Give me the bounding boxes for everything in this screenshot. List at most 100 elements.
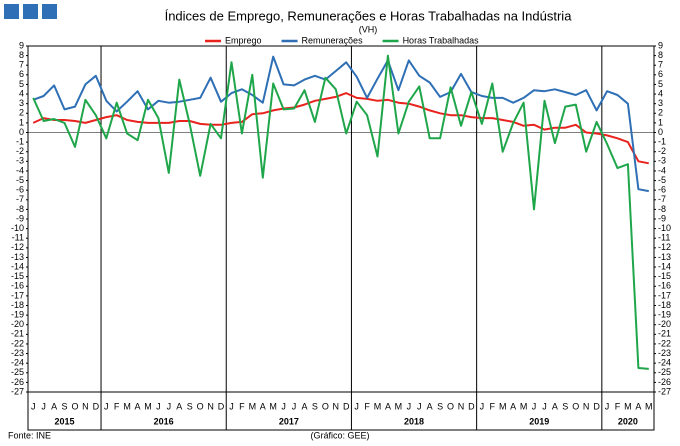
y2-tick-label: -17 xyxy=(658,290,671,300)
y-tick-label: -25 xyxy=(11,367,24,377)
x-tick-label: A xyxy=(427,401,433,411)
x-tick-label: N xyxy=(82,401,89,411)
y2-tick-label: 9 xyxy=(658,40,663,50)
logo-square xyxy=(23,4,38,19)
x-tick-label: A xyxy=(176,401,182,411)
y2-tick-label: -13 xyxy=(658,252,671,262)
y-tick-label: -26 xyxy=(11,377,24,387)
y-tick-label: -23 xyxy=(11,348,24,358)
legend-label: Horas Trabalhadas xyxy=(403,35,480,45)
x-tick-label: M xyxy=(499,401,507,411)
y-tick-label: -22 xyxy=(11,338,24,348)
x-tick-label: S xyxy=(437,401,443,411)
y2-tick-label: 4 xyxy=(658,88,663,98)
y-tick-label: 1 xyxy=(19,117,24,127)
x-tick-label: M xyxy=(374,401,382,411)
source: Fonte: INE xyxy=(8,430,51,440)
y2-tick-label: 3 xyxy=(658,98,663,108)
x-tick-label: M xyxy=(123,401,131,411)
y2-tick-label: 6 xyxy=(658,69,663,79)
x-tick-label: N xyxy=(458,401,465,411)
plot-frame xyxy=(27,45,655,393)
y-tick-label: 0 xyxy=(19,127,24,137)
year-label: 2019 xyxy=(529,416,549,426)
x-tick-label: N xyxy=(583,401,590,411)
x-tick-label: F xyxy=(615,401,621,411)
y2-tick-label: -14 xyxy=(658,261,671,271)
y2-tick-label: -19 xyxy=(658,309,671,319)
x-tick-label: J xyxy=(542,401,547,411)
y-tick-label: -14 xyxy=(11,261,24,271)
y2-tick-label: -1 xyxy=(658,136,666,146)
x-tick-label: A xyxy=(301,401,307,411)
y-tick-label: -20 xyxy=(11,319,24,329)
y-tick-label: 7 xyxy=(19,60,24,70)
y2-tick-label: -24 xyxy=(658,358,671,368)
x-tick-label: J xyxy=(104,401,109,411)
x-tick-label: J xyxy=(167,401,172,411)
y-tick-label: -12 xyxy=(11,242,24,252)
y-tick-label: 9 xyxy=(19,40,24,50)
y-tick-label: -10 xyxy=(11,223,24,233)
x-tick-label: F xyxy=(114,401,120,411)
x-tick-label: J xyxy=(41,401,46,411)
x-tick-label: J xyxy=(354,401,359,411)
x-tick-label: A xyxy=(510,401,516,411)
y2-tick-label: -4 xyxy=(658,165,666,175)
y-tick-label: -21 xyxy=(11,329,24,339)
x-tick-label: O xyxy=(197,401,204,411)
y2-tick-label: -12 xyxy=(658,242,671,252)
x-tick-label: N xyxy=(207,401,214,411)
chart-subtitle: (VH) xyxy=(359,24,378,34)
logo-square xyxy=(42,4,57,19)
y-tick-label: -24 xyxy=(11,358,24,368)
x-tick-label: J xyxy=(229,401,234,411)
series-line xyxy=(32,55,649,193)
x-tick-label: A xyxy=(135,401,141,411)
x-tick-label: S xyxy=(62,401,68,411)
y2-tick-label: 8 xyxy=(658,50,663,60)
x-tick-label: M xyxy=(645,401,653,411)
y2-tick-label: -7 xyxy=(658,194,666,204)
x-tick-label: A xyxy=(51,401,57,411)
y-tick-label: -2 xyxy=(16,146,24,156)
x-tick-label: O xyxy=(447,401,454,411)
y-tick-label: -4 xyxy=(16,165,24,175)
x-tick-label: M xyxy=(520,401,528,411)
y2-tick-label: 7 xyxy=(658,60,663,70)
y2-tick-label: -10 xyxy=(658,223,671,233)
y-tick-label: -16 xyxy=(11,281,24,291)
x-tick-label: A xyxy=(385,401,391,411)
series-line xyxy=(32,54,649,370)
x-tick-label: S xyxy=(562,401,568,411)
x-tick-label: M xyxy=(269,401,277,411)
y2-tick-label: -18 xyxy=(658,300,671,310)
y2-tick-label: -27 xyxy=(658,386,671,396)
x-tick-label: O xyxy=(572,401,579,411)
credit: (Gráfico: GEE) xyxy=(310,430,369,440)
x-tick-label: M xyxy=(144,401,152,411)
year-label: 2020 xyxy=(618,416,638,426)
x-tick-label: D xyxy=(593,401,600,411)
x-tick-label: J xyxy=(31,401,36,411)
x-tick-label: A xyxy=(552,401,558,411)
x-tick-label: F xyxy=(490,401,496,411)
x-tick-label: F xyxy=(364,401,370,411)
x-tick-label: N xyxy=(333,401,340,411)
x-tick-label: A xyxy=(635,401,641,411)
x-tick-label: D xyxy=(218,401,225,411)
y2-tick-label: -23 xyxy=(658,348,671,358)
x-tick-label: S xyxy=(312,401,318,411)
y-tick-label: -7 xyxy=(16,194,24,204)
x-tick-label: M xyxy=(395,401,403,411)
x-tick-label: J xyxy=(407,401,412,411)
x-tick-label: J xyxy=(480,401,485,411)
y2-tick-label: 2 xyxy=(658,108,663,118)
y-tick-label: -18 xyxy=(11,300,24,310)
y2-tick-label: -8 xyxy=(658,204,666,214)
x-tick-label: J xyxy=(156,401,161,411)
y-tick-label: 2 xyxy=(19,108,24,118)
legend-label: Emprego xyxy=(225,35,262,45)
y2-tick-label: 1 xyxy=(658,117,663,127)
legend-label: Remunerações xyxy=(302,35,364,45)
